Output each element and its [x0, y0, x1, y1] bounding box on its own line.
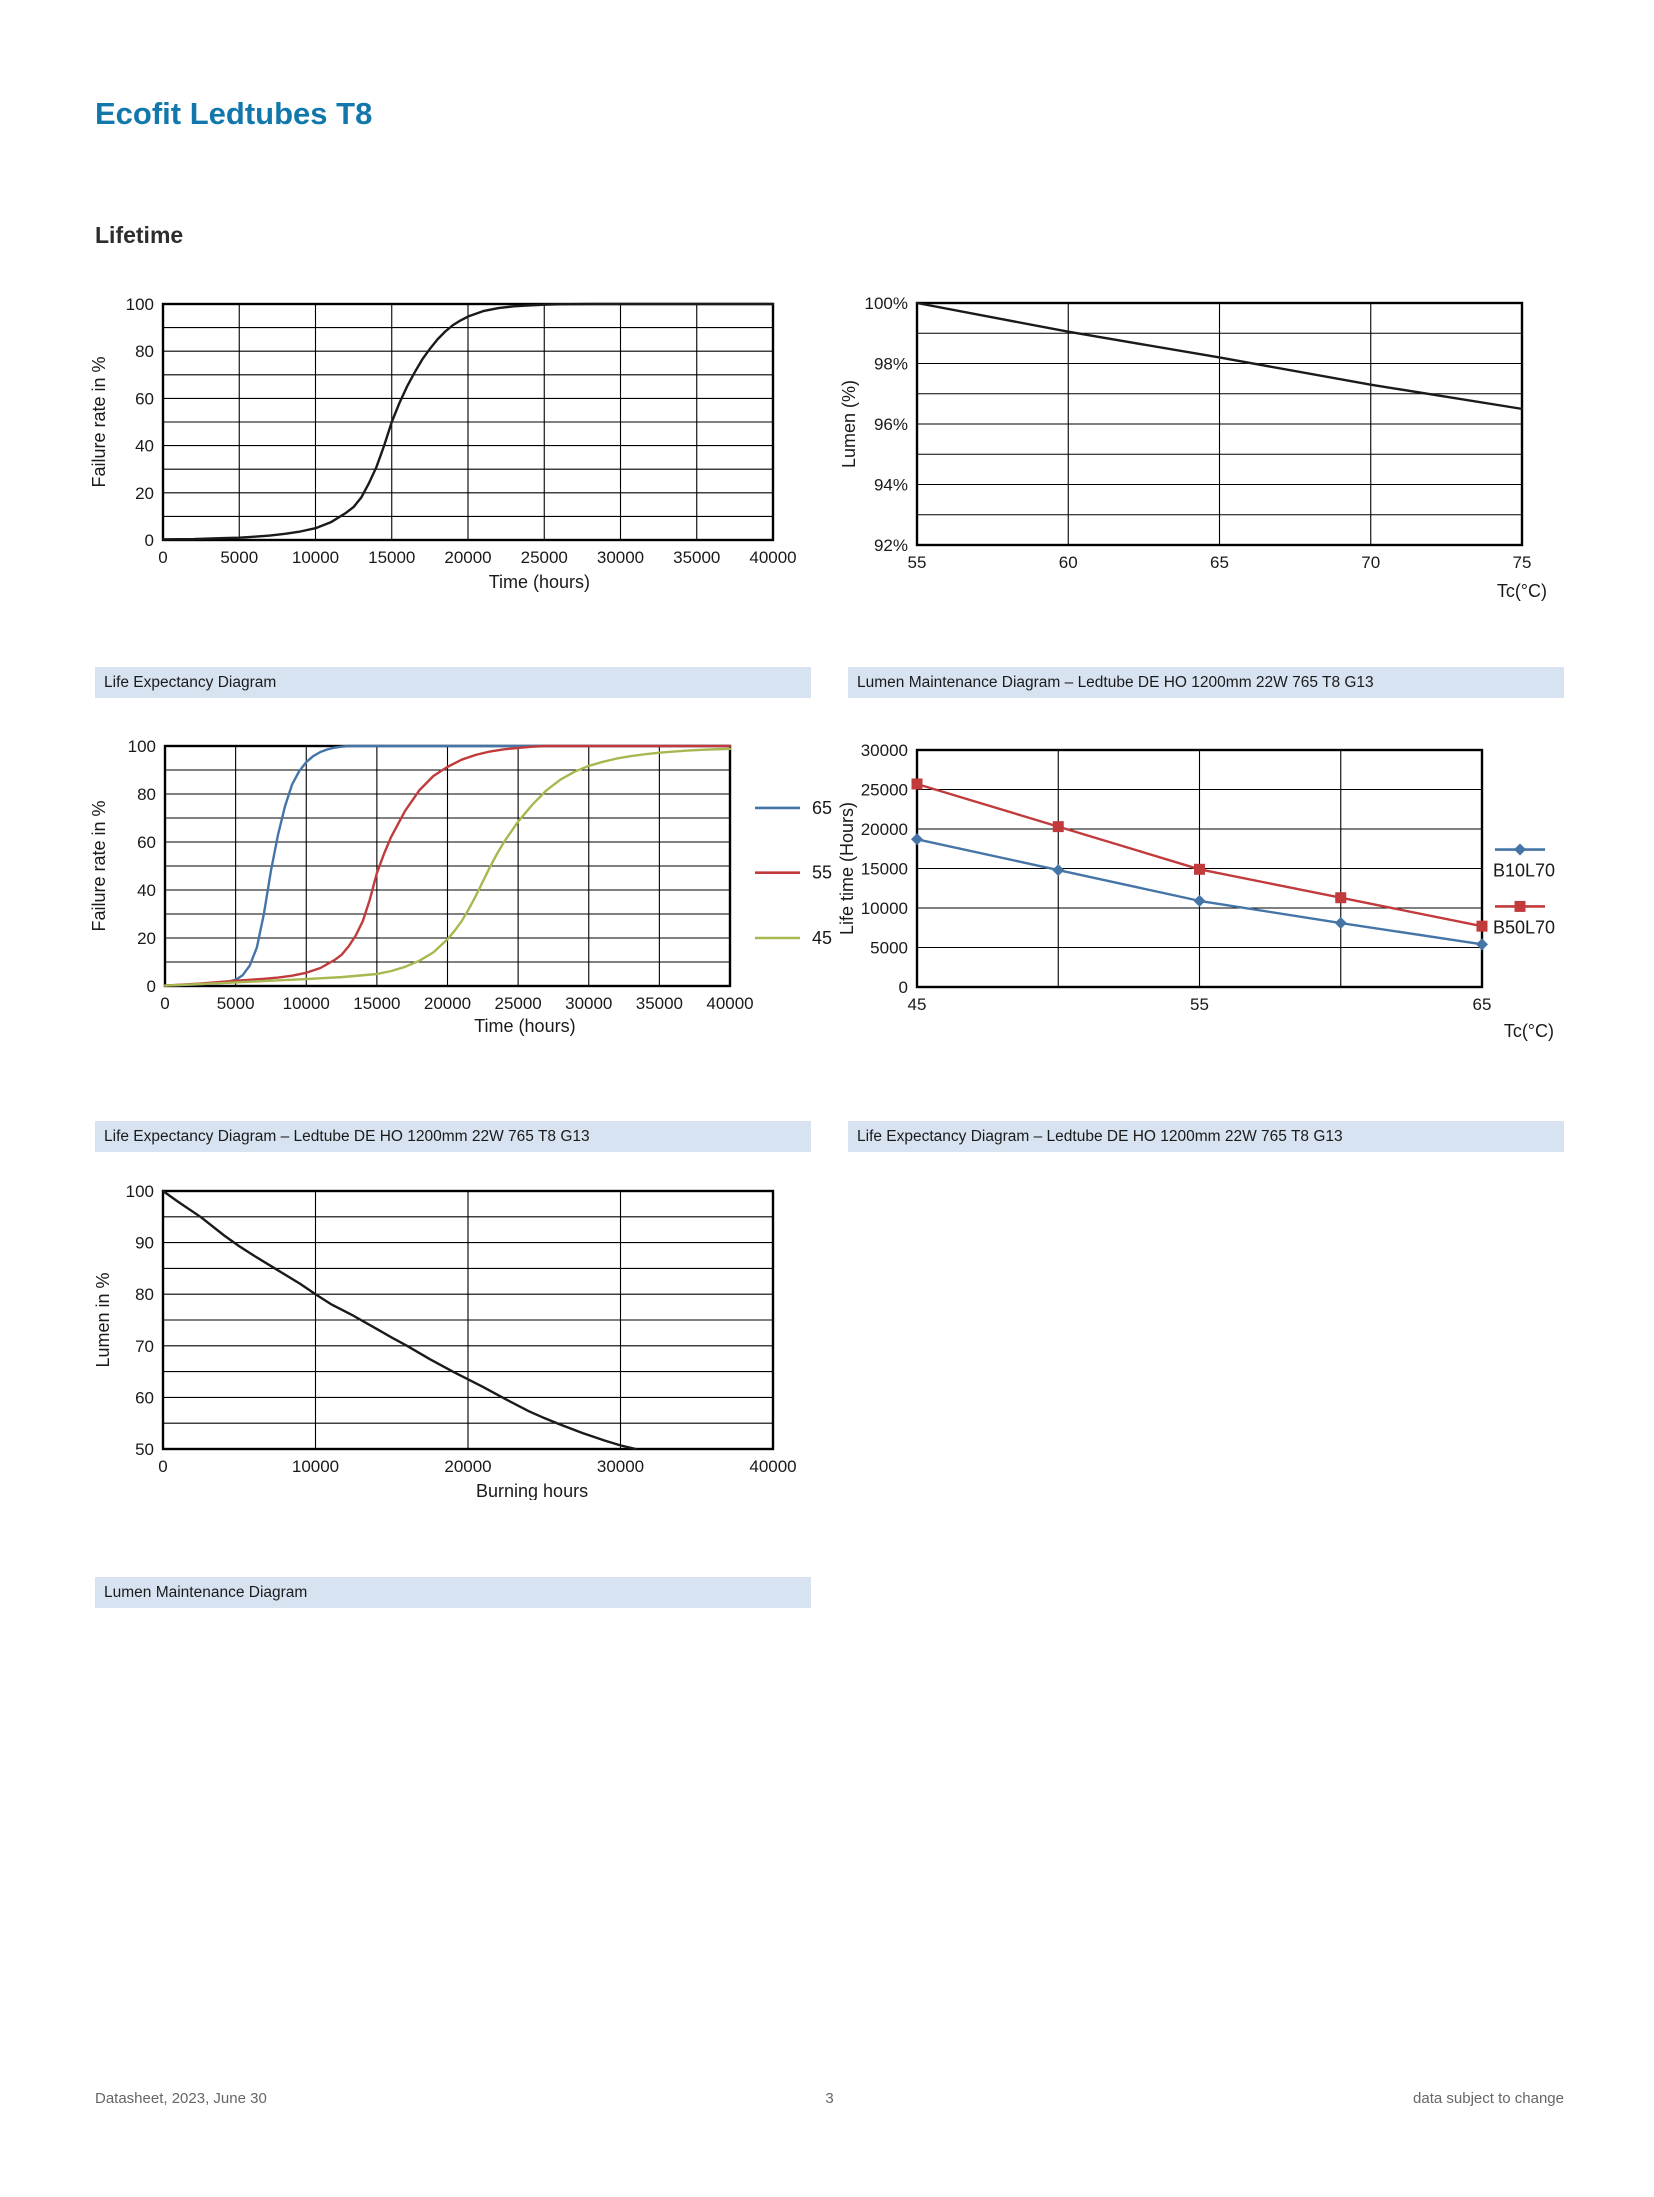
svg-text:45: 45: [908, 995, 927, 1014]
svg-text:35000: 35000: [673, 548, 720, 567]
svg-text:10000: 10000: [292, 1457, 339, 1476]
svg-text:98%: 98%: [874, 355, 908, 374]
svg-text:70: 70: [135, 1337, 154, 1356]
svg-text:20000: 20000: [444, 548, 491, 567]
svg-text:40000: 40000: [706, 994, 753, 1013]
svg-text:0: 0: [899, 978, 908, 997]
svg-text:30000: 30000: [861, 741, 908, 760]
svg-text:20: 20: [137, 929, 156, 948]
svg-text:10000: 10000: [861, 899, 908, 918]
svg-text:5000: 5000: [217, 994, 255, 1013]
svg-text:30000: 30000: [597, 1457, 644, 1476]
caption-life-expectancy-temp-left: Life Expectancy Diagram – Ledtube DE HO …: [95, 1121, 811, 1152]
svg-text:Time (hours): Time (hours): [489, 572, 590, 592]
caption-life-expectancy-temp-right: Life Expectancy Diagram – Ledtube DE HO …: [848, 1121, 1564, 1152]
svg-text:Failure rate in %: Failure rate in %: [89, 356, 109, 487]
svg-text:80: 80: [137, 785, 156, 804]
svg-text:65: 65: [812, 798, 832, 818]
chart-life-expectancy-temperature: 0 5000 10000 15000 20000 25000 30000 35000 40000…: [89, 737, 832, 1036]
svg-text:70: 70: [1361, 553, 1380, 572]
svg-text:96%: 96%: [874, 415, 908, 434]
svg-text:55: 55: [908, 553, 927, 572]
svg-text:100: 100: [128, 737, 156, 756]
svg-text:0: 0: [160, 994, 169, 1013]
svg-text:20: 20: [135, 484, 154, 503]
svg-text:Tc(°C): Tc(°C): [1504, 1021, 1554, 1041]
svg-text:10000: 10000: [283, 994, 330, 1013]
svg-text:Time (hours): Time (hours): [474, 1016, 575, 1036]
footer-datasheet-date: Datasheet, 2023, June 30: [95, 2090, 267, 2107]
svg-text:80: 80: [135, 1285, 154, 1304]
svg-text:100: 100: [126, 295, 154, 314]
svg-text:55: 55: [812, 863, 832, 883]
svg-text:30000: 30000: [597, 548, 644, 567]
svg-text:0: 0: [147, 977, 156, 996]
svg-text:75: 75: [1513, 553, 1532, 572]
svg-text:B50L70: B50L70: [1493, 917, 1555, 937]
svg-text:30000: 30000: [565, 994, 612, 1013]
svg-text:20000: 20000: [861, 820, 908, 839]
svg-text:15000: 15000: [368, 548, 415, 567]
svg-text:Failure rate in %: Failure rate in %: [89, 800, 109, 931]
svg-text:20000: 20000: [444, 1457, 491, 1476]
svg-text:20000: 20000: [424, 994, 471, 1013]
svg-text:40000: 40000: [749, 548, 796, 567]
svg-text:55: 55: [1190, 995, 1209, 1014]
svg-text:40: 40: [135, 437, 154, 456]
svg-text:100: 100: [126, 1182, 154, 1201]
svg-text:60: 60: [135, 1388, 154, 1407]
svg-text:100%: 100%: [865, 294, 908, 313]
svg-text:25000: 25000: [861, 781, 908, 800]
svg-text:15000: 15000: [861, 860, 908, 879]
svg-text:0: 0: [158, 1457, 167, 1476]
chart-lifetime-b10l70-b50l70: 45 55 65 0 5000 10000 15000 20000 25000 30000 Tc(°…: [837, 741, 1555, 1041]
caption-life-expectancy: Life Expectancy Diagram: [95, 667, 811, 698]
svg-text:60: 60: [1059, 553, 1078, 572]
chart-life-expectancy: 0 5000 10000 15000 20000 25000 30000 35000 40000…: [89, 295, 797, 592]
svg-text:Life time (Hours): Life time (Hours): [837, 802, 857, 935]
svg-text:0: 0: [158, 548, 167, 567]
footer: Datasheet, 2023, June 30 3 data subject …: [95, 2090, 1564, 2107]
svg-text:90: 90: [135, 1234, 154, 1253]
svg-text:5000: 5000: [220, 548, 258, 567]
caption-lumen-maintenance-tc: Lumen Maintenance Diagram – Ledtube DE H…: [848, 667, 1564, 698]
svg-text:65: 65: [1210, 553, 1229, 572]
svg-text:0: 0: [145, 531, 154, 550]
svg-text:25000: 25000: [521, 548, 568, 567]
svg-text:40000: 40000: [749, 1457, 796, 1476]
svg-text:Lumen in %: Lumen in %: [93, 1272, 113, 1367]
svg-text:35000: 35000: [636, 994, 683, 1013]
svg-text:25000: 25000: [494, 994, 541, 1013]
svg-text:15000: 15000: [353, 994, 400, 1013]
footer-data-subject-note: data subject to change: [1413, 2090, 1564, 2107]
svg-text:80: 80: [135, 342, 154, 361]
svg-text:Burning hours: Burning hours: [476, 1481, 588, 1500]
svg-text:94%: 94%: [874, 476, 908, 495]
svg-text:5000: 5000: [870, 939, 908, 958]
svg-text:60: 60: [137, 833, 156, 852]
svg-text:50: 50: [135, 1440, 154, 1459]
chart-lumen-maintenance-hours: 0 10000 20000 30000 40000 50 60 70 80 90 100 Burnin…: [93, 1182, 797, 1500]
svg-text:10000: 10000: [292, 548, 339, 567]
caption-lumen-maintenance: Lumen Maintenance Diagram: [95, 1577, 811, 1608]
svg-text:Tc(°C): Tc(°C): [1497, 581, 1547, 601]
svg-text:B10L70: B10L70: [1493, 861, 1555, 881]
svg-text:Lumen (%): Lumen (%): [839, 380, 859, 468]
page-title: Ecofit Ledtubes T8: [95, 96, 373, 131]
svg-text:60: 60: [135, 389, 154, 408]
svg-text:45: 45: [812, 928, 832, 948]
section-heading-lifetime: Lifetime: [95, 222, 184, 248]
svg-text:40: 40: [137, 881, 156, 900]
footer-page-number: 3: [825, 2090, 834, 2107]
svg-text:65: 65: [1473, 995, 1492, 1014]
chart-lumen-maintenance-tc: 55 60 65 70 75 92% 94% 96% 98% 100% Tc(°C) Lumen (%…: [839, 294, 1547, 601]
svg-text:92%: 92%: [874, 536, 908, 555]
